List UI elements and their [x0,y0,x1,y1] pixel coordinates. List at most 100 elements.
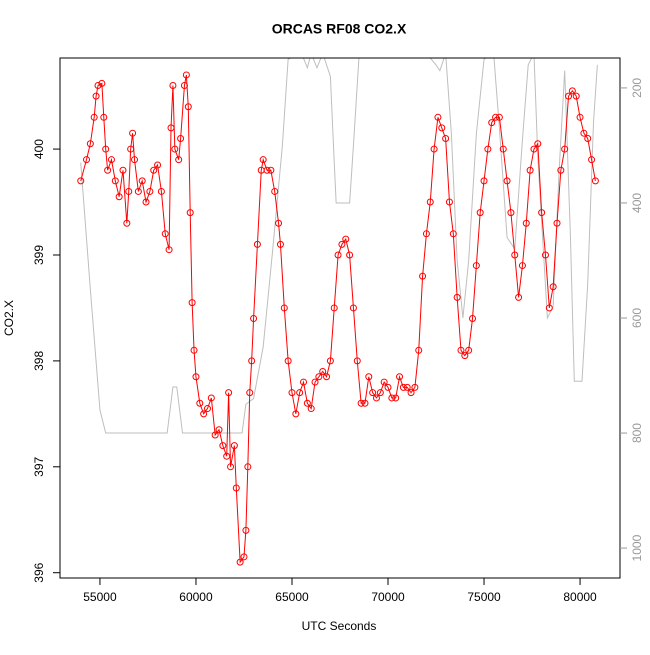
point [119,166,127,174]
point [244,463,252,471]
point [388,394,396,402]
point [530,145,538,153]
point [422,230,430,238]
point [77,177,85,185]
point [484,145,492,153]
point [292,410,300,418]
point [90,113,98,121]
point [380,378,388,386]
point [227,463,235,471]
point [342,235,350,243]
point [188,299,196,307]
point [453,293,461,301]
point [568,87,576,95]
point [230,442,238,450]
y2-tick-label: 800 [630,423,644,443]
point [499,145,507,153]
y2-tick-label: 600 [630,308,644,328]
point [492,113,500,121]
x-axis-label: UTC Seconds [302,619,377,633]
point [288,389,296,397]
point [253,240,261,248]
point [541,251,549,259]
y-tick-label: 397 [32,456,46,476]
point [349,304,357,312]
point [157,187,165,195]
x-tick-label: 80000 [563,590,597,604]
point [522,219,530,227]
point [150,166,158,174]
x-tick-label: 60000 [179,590,213,604]
point [296,389,304,397]
point [480,177,488,185]
point [165,246,173,254]
point [111,177,119,185]
point [526,166,534,174]
x-tick-label: 55000 [83,590,117,604]
point [503,177,511,185]
point [588,156,596,164]
point [115,193,123,201]
point [442,134,450,142]
point [127,145,135,153]
point [94,82,102,90]
point [334,251,342,259]
point [259,156,267,164]
point [125,187,133,195]
point [275,219,283,227]
point [476,209,484,217]
point [338,240,346,248]
point [104,166,112,174]
point [357,399,365,407]
point [146,187,154,195]
point [154,161,162,169]
point [488,119,496,127]
point [280,304,288,312]
point [219,442,227,450]
point [242,526,250,534]
point [557,166,565,174]
point [545,304,553,312]
y-tick-label: 400 [32,139,46,159]
point [300,378,308,386]
point [311,378,319,386]
point [223,452,231,460]
x-tick-label: 65000 [275,590,309,604]
point [507,209,515,217]
point [430,145,438,153]
chart-title: ORCAS RF08 CO2.X [272,21,407,37]
point [138,177,146,185]
point [472,262,480,270]
point [372,394,380,402]
point [438,124,446,132]
point [591,177,599,185]
point [415,346,423,354]
x-tick-label: 70000 [371,590,405,604]
point [319,367,327,375]
point [407,389,415,397]
point [200,410,208,418]
point [107,156,115,164]
y-tick-label: 399 [32,245,46,265]
point [232,484,240,492]
point [182,71,190,79]
point [369,389,377,397]
point [326,357,334,365]
point [92,92,100,100]
point [534,140,542,148]
y2-tick-label: 200 [630,78,644,98]
point [161,230,169,238]
point [307,405,315,413]
point [276,240,284,248]
point [102,145,110,153]
point [411,383,419,391]
point [131,156,139,164]
point [263,166,271,174]
point [419,272,427,280]
point [561,145,569,153]
point [553,219,561,227]
point [576,113,584,121]
point [572,92,580,100]
point [246,389,254,397]
point [142,198,150,206]
